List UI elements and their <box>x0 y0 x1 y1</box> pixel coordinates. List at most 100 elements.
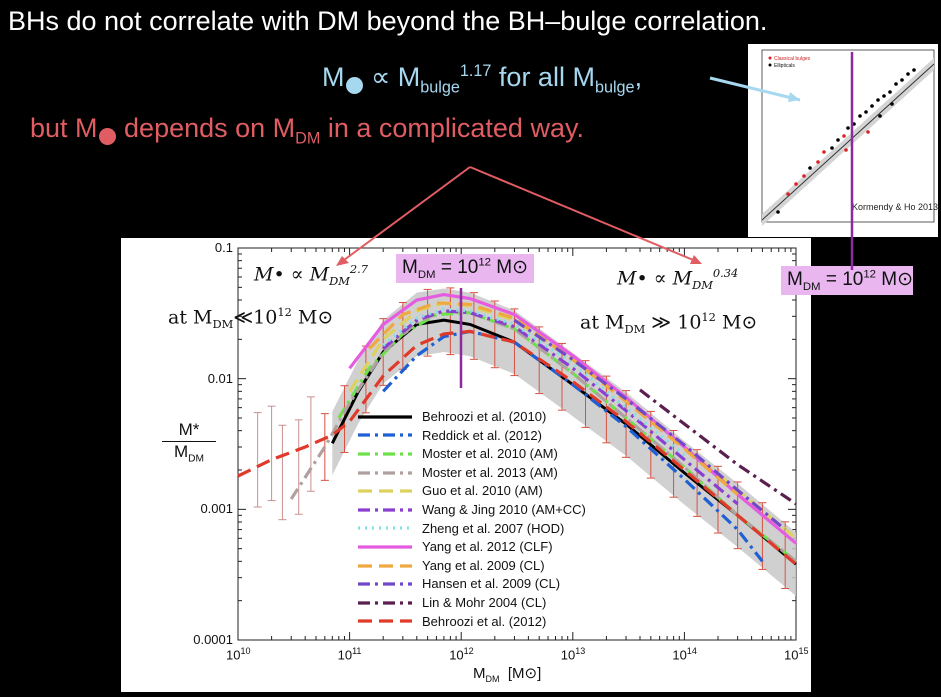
legend-item: Zheng et al. 2007 (HOD) <box>354 520 564 537</box>
inset-point <box>786 192 790 196</box>
legend-item: Moster et al. 2013 (AM) <box>354 464 558 481</box>
inset-plot-svg: Classical bulges Ellipticals Kormendy & … <box>761 49 938 226</box>
inset-point <box>864 110 868 114</box>
x-tick-label: 1012 <box>449 646 474 663</box>
shmr-chart <box>237 247 798 641</box>
chart-marks <box>237 287 798 596</box>
legend-label: Behroozi et al. (2012) <box>422 613 547 629</box>
inset-point <box>808 166 812 170</box>
legend-item: Lin & Mohr 2004 (CL) <box>354 594 546 611</box>
legend-item: Yang et al. 2009 (CL) <box>354 557 545 574</box>
slide-title: BHs do not correlate with DM beyond the … <box>8 6 768 36</box>
low-mass-slope-eq: M• ∝ MDM2.7 <box>254 262 368 289</box>
inset-point <box>878 114 882 118</box>
y-tick-label: 0.001 <box>200 501 233 517</box>
legend-swatch <box>358 526 412 530</box>
y-axis-label: M* MDM <box>162 420 216 464</box>
series-line <box>639 388 797 506</box>
y-tick-label: 0.0001 <box>193 632 233 647</box>
inset-points <box>776 68 916 214</box>
high-mass-slope-eq: M• ∝ MDM0.34 <box>617 266 739 293</box>
inset-point <box>830 146 834 150</box>
series-line <box>382 309 739 506</box>
legend-label: Wang & Jing 2010 (AM+CC) <box>422 502 586 517</box>
legend-item: Behroozi et al. (2010) <box>354 408 546 425</box>
legend-swatch <box>358 433 412 437</box>
legend-swatch <box>358 563 412 568</box>
inset-bh-bulge-plot: Classical bulges Ellipticals Kormendy & … <box>748 44 938 237</box>
inset-point <box>846 126 850 130</box>
series-line <box>513 318 787 531</box>
legend-swatch <box>358 582 412 586</box>
legend-label: Hansen et al. 2009 (CL) <box>422 576 561 592</box>
inset-fit-line <box>761 63 935 221</box>
series-line <box>382 329 764 563</box>
mdm-threshold-label-outer: MDM = 1012 M⊙ <box>781 266 914 295</box>
x-tick-label: 1015 <box>784 646 809 663</box>
inset-point <box>906 72 910 76</box>
x-tick-label: 1011 <box>337 646 362 663</box>
legend-label: Lin & Mohr 2004 (CL) <box>422 595 547 610</box>
inset-point <box>844 148 848 152</box>
inset-point <box>900 78 904 82</box>
legend-swatch <box>358 601 412 605</box>
legend-swatch <box>358 619 412 623</box>
legend-label: Moster et al. 2013 (AM) <box>422 464 558 480</box>
inset-point <box>842 134 846 138</box>
inset-point <box>822 150 826 154</box>
legend-swatch <box>358 489 412 493</box>
inset-point <box>894 82 898 86</box>
legend-swatch <box>358 452 412 456</box>
legend-item: Guo et al. 2010 (AM) <box>354 482 543 499</box>
legend-label: Guo et al. 2010 (AM) <box>422 483 543 499</box>
legend-item: Behroozi et al. (2012) <box>354 613 546 630</box>
legend-item: Wang & Jing 2010 (AM+CC) <box>354 501 586 518</box>
inset-legend-item: Ellipticals <box>774 63 795 69</box>
low-mass-condition: at MDM≪1012 M⊙ <box>168 305 334 332</box>
inset-credit: Kormendy & Ho 2013 <box>852 202 938 212</box>
inset-point <box>836 138 840 142</box>
x-tick-label: 1010 <box>226 646 251 663</box>
inset-point <box>858 114 862 118</box>
legend-item: Yang et al. 2012 (CLF) <box>354 538 553 555</box>
legend-swatch <box>358 470 412 475</box>
x-tick-label: 1014 <box>672 646 697 663</box>
series-line <box>237 329 798 566</box>
inset-point <box>888 90 892 94</box>
inset-point <box>852 122 856 126</box>
legend-label: Moster et al. 2010 (AM) <box>422 446 558 462</box>
inset-point <box>912 68 916 72</box>
legend-label: Yang et al. 2012 (CLF) <box>422 539 553 555</box>
legend-item: Reddick et al. (2012) <box>354 427 542 444</box>
legend-swatch <box>358 508 412 512</box>
inset-point <box>866 130 870 134</box>
inset-point <box>876 98 880 102</box>
legend-label: Yang et al. 2009 (CL) <box>422 557 545 573</box>
main-figure-panel <box>121 238 811 692</box>
x-tick-label: 1013 <box>560 646 586 663</box>
legend-label: Zheng et al. 2007 (HOD) <box>422 520 565 536</box>
inset-legend-marker <box>768 56 772 60</box>
y-tick-label: 0.1 <box>214 240 233 255</box>
legend-label: Reddick et al. (2012) <box>422 427 542 443</box>
inset-point <box>816 160 820 164</box>
series-line <box>337 311 797 563</box>
inset-point <box>890 102 894 106</box>
legend-item: Moster et al. 2010 (AM) <box>354 445 558 462</box>
high-mass-condition: at MDM ≫ 1012 M⊙ <box>580 310 758 337</box>
legend-swatch <box>358 415 412 419</box>
inset-frame <box>761 49 935 223</box>
bulge-relation-text: M ∝ Mbulge1.17 for all Mbulge, <box>322 62 643 97</box>
legend-item: Hansen et al. 2009 (CL) <box>354 575 560 592</box>
mdm-threshold-label-inner: MDM = 1012 M⊙ <box>396 254 535 283</box>
inset-legend-item: Classical bulges <box>774 56 811 62</box>
inset-point <box>882 94 886 98</box>
inset-point <box>776 210 780 214</box>
inset-point <box>802 174 806 178</box>
inset-point <box>870 104 874 108</box>
y-tick-label: 0.01 <box>207 370 233 386</box>
black-hole-dot-icon <box>98 128 116 145</box>
black-hole-dot-icon <box>345 77 363 94</box>
dm-relation-text: but M depends on MDM in a complicated wa… <box>30 113 584 148</box>
inset-point <box>794 182 798 186</box>
